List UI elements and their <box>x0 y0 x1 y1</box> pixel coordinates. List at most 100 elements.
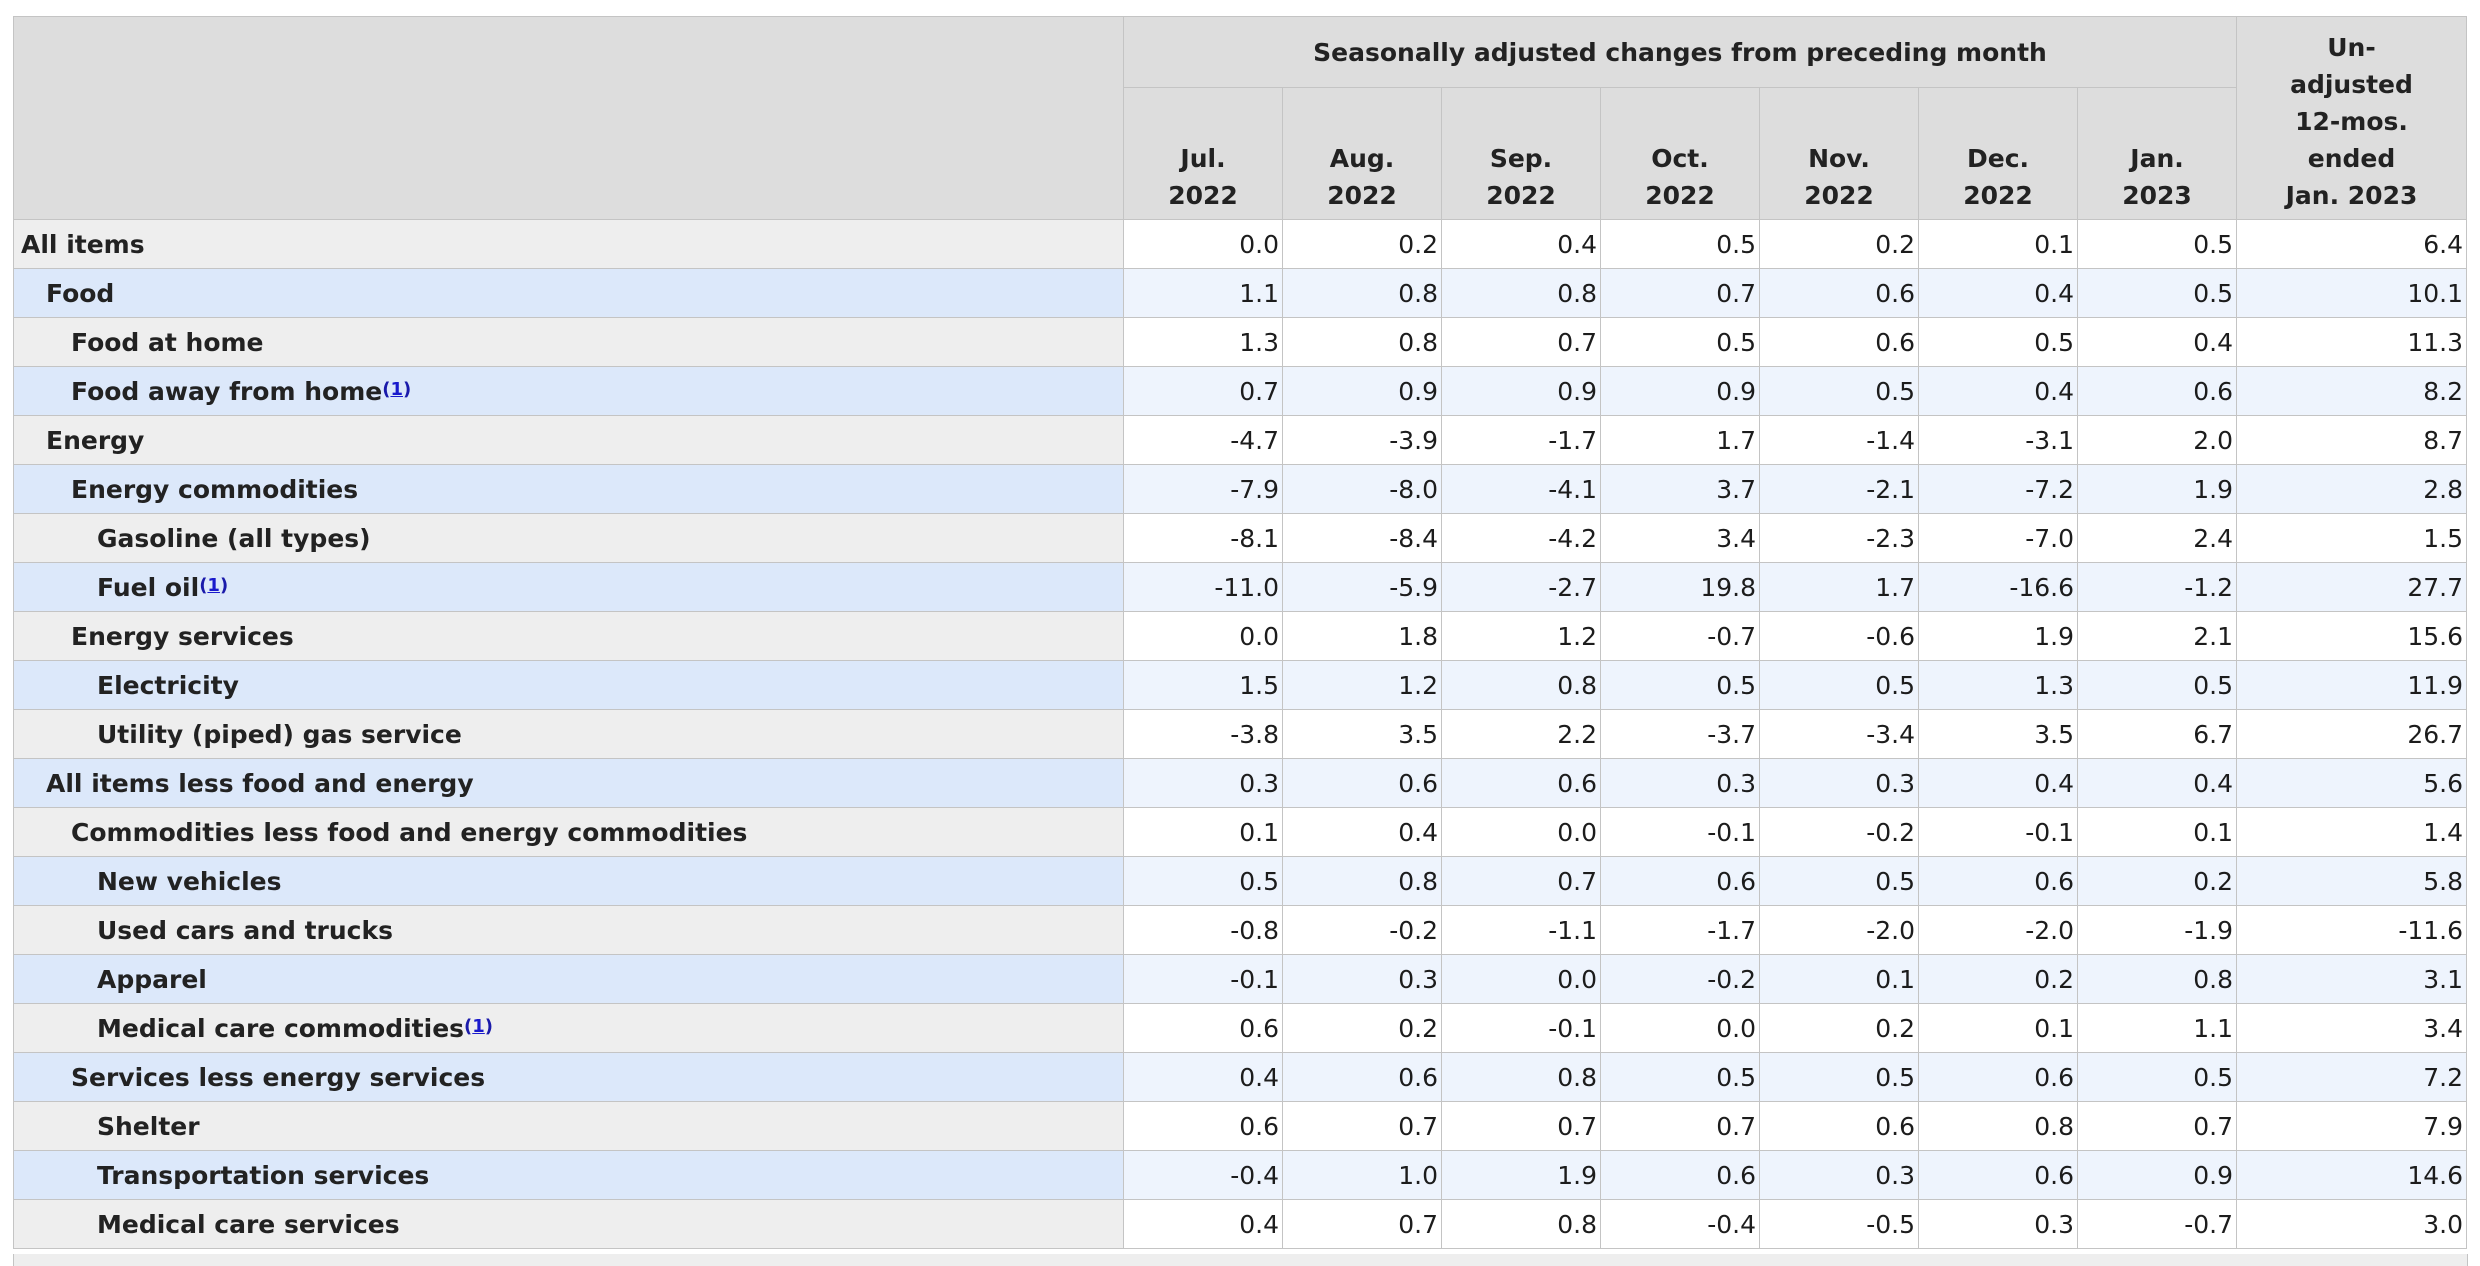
row-label: All items <box>21 229 145 259</box>
unadjusted-12mo-value: 10.1 <box>2236 268 2467 318</box>
monthly-change-value: 0.0 <box>1441 954 1601 1004</box>
monthly-change-value: 3.4 <box>1600 513 1760 563</box>
month-header-oct-2022: Oct. 2022 <box>1600 87 1760 220</box>
monthly-change-value: 0.4 <box>1123 1052 1283 1102</box>
monthly-change-value: 0.3 <box>1918 1199 2078 1249</box>
monthly-change-value: -1.4 <box>1759 415 1919 465</box>
monthly-change-value: 0.5 <box>2077 268 2237 318</box>
monthly-change-value: 0.4 <box>1918 758 2078 808</box>
monthly-change-value: 1.3 <box>1918 660 2078 710</box>
monthly-change-value: -0.8 <box>1123 905 1283 955</box>
unadjusted-12mo-value: 6.4 <box>2236 219 2467 269</box>
unadjusted-header-line: adjusted <box>2290 70 2413 99</box>
month-label: Nov. <box>1808 144 1870 173</box>
monthly-change-value: -2.3 <box>1759 513 1919 563</box>
monthly-change-value: -16.6 <box>1918 562 2078 612</box>
month-header-aug-2022: Aug. 2022 <box>1282 87 1442 220</box>
monthly-change-value: 0.9 <box>2077 1150 2237 1200</box>
monthly-change-value: 0.6 <box>1918 856 2078 906</box>
year-label: 2022 <box>1963 181 2033 210</box>
monthly-change-value: 0.7 <box>1441 856 1601 906</box>
footnote-link[interactable]: 1 <box>207 574 220 596</box>
monthly-change-value: 6.7 <box>2077 709 2237 759</box>
monthly-change-value: 0.5 <box>1600 317 1760 367</box>
row-label: Transportation services <box>97 1160 430 1190</box>
month-header-dec-2022: Dec. 2022 <box>1918 87 2078 220</box>
year-label: 2022 <box>1804 181 1874 210</box>
monthly-change-value: 0.2 <box>1759 219 1919 269</box>
month-header-jan-2023: Jan. 2023 <box>2077 87 2237 220</box>
monthly-change-value: 1.2 <box>1282 660 1442 710</box>
month-header-sep-2022: Sep. 2022 <box>1441 87 1601 220</box>
table-row: Gasoline (all types) -8.1 -8.4 -4.2 3.4 -2.3-… <box>13 513 2467 563</box>
monthly-change-value: -0.2 <box>1759 807 1919 857</box>
row-label-cell: Fuel oil(1) <box>13 562 1124 612</box>
monthly-change-value: 0.1 <box>2077 807 2237 857</box>
monthly-change-value: -2.7 <box>1441 562 1601 612</box>
monthly-change-value: 0.4 <box>1123 1199 1283 1249</box>
monthly-change-value: 1.9 <box>2077 464 2237 514</box>
row-label-cell: Transportation services <box>13 1150 1124 1200</box>
monthly-change-value: 0.8 <box>1441 1199 1601 1249</box>
unadjusted-12mo-value: 26.7 <box>2236 709 2467 759</box>
monthly-change-value: 0.3 <box>1123 758 1283 808</box>
unadjusted-header-line: 12-mos. <box>2295 107 2408 136</box>
monthly-change-value: 0.2 <box>1282 219 1442 269</box>
monthly-change-value: -0.5 <box>1759 1199 1919 1249</box>
unadjusted-12mo-value: 2.8 <box>2236 464 2467 514</box>
monthly-change-value: -8.4 <box>1282 513 1442 563</box>
row-label-cell: Utility (piped) gas service <box>13 709 1124 759</box>
monthly-change-value: -4.1 <box>1441 464 1601 514</box>
unadjusted-12mo-value: 3.4 <box>2236 1003 2467 1053</box>
monthly-change-value: -2.0 <box>1759 905 1919 955</box>
footnote-link[interactable]: 1 <box>472 1015 485 1037</box>
monthly-change-value: 1.5 <box>1123 660 1283 710</box>
monthly-change-value: 2.0 <box>2077 415 2237 465</box>
table-row: Transportation services -0.4 1.0 1.9 0.6 0.3 0… <box>13 1150 2467 1200</box>
unadjusted-12mo-value: 8.7 <box>2236 415 2467 465</box>
monthly-change-value: 0.6 <box>1282 1052 1442 1102</box>
table-row: All items 0.0 0.2 0.4 0.5 0.2 0.1 0.5 6.4 <box>13 219 2467 269</box>
unadjusted-header-line: ended <box>2307 144 2396 173</box>
row-label-cell: New vehicles <box>13 856 1124 906</box>
row-label-cell: Medical care commodities(1) <box>13 1003 1124 1053</box>
monthly-change-value: 0.3 <box>1600 758 1760 808</box>
monthly-change-value: 0.6 <box>1600 856 1760 906</box>
monthly-change-value: 0.5 <box>1759 366 1919 416</box>
monthly-change-value: -2.1 <box>1759 464 1919 514</box>
monthly-change-value: 0.3 <box>1759 1150 1919 1200</box>
unadjusted-12mo-value: 8.2 <box>2236 366 2467 416</box>
row-label: Medical care services <box>97 1209 400 1239</box>
header-corner-cell <box>13 16 1124 220</box>
table-row: Medical care commodities(1) 0.6 0.2 -0.1 0.0… <box>13 1003 2467 1053</box>
monthly-change-value: -3.4 <box>1759 709 1919 759</box>
monthly-change-value: 0.1 <box>1759 954 1919 1004</box>
month-label: Jul. <box>1180 144 1226 173</box>
monthly-change-value: 0.0 <box>1600 1003 1760 1053</box>
row-label-cell: Energy commodities <box>13 464 1124 514</box>
monthly-change-value: -0.1 <box>1441 1003 1601 1053</box>
monthly-change-value: 1.0 <box>1282 1150 1442 1200</box>
row-label: Gasoline (all types) <box>97 523 371 553</box>
monthly-change-value: 0.5 <box>1759 1052 1919 1102</box>
monthly-change-value: 0.0 <box>1441 807 1601 857</box>
monthly-change-value: 0.5 <box>2077 219 2237 269</box>
monthly-change-value: 0.1 <box>1123 807 1283 857</box>
table-row: Commodities less food and energy commodi… <box>13 807 2467 857</box>
monthly-change-value: -2.0 <box>1918 905 2078 955</box>
unadjusted-12mo-value: 27.7 <box>2236 562 2467 612</box>
monthly-change-value: 0.8 <box>1282 268 1442 318</box>
monthly-change-value: -1.1 <box>1441 905 1601 955</box>
row-label: Services less energy services <box>71 1062 486 1092</box>
monthly-change-value: 0.2 <box>1918 954 2078 1004</box>
monthly-change-value: 0.8 <box>2077 954 2237 1004</box>
footnote-link[interactable]: 1 <box>390 378 403 400</box>
unadjusted-12mo-value: 5.6 <box>2236 758 2467 808</box>
unadjusted-header: Un- adjusted 12-mos. ended Jan. 2023 <box>2236 16 2467 220</box>
monthly-change-value: 0.3 <box>1759 758 1919 808</box>
monthly-change-value: 0.5 <box>1759 856 1919 906</box>
monthly-change-value: 0.6 <box>1759 268 1919 318</box>
row-label: Apparel <box>97 964 207 994</box>
monthly-change-value: 2.4 <box>2077 513 2237 563</box>
monthly-change-value: 0.1 <box>1918 1003 2078 1053</box>
